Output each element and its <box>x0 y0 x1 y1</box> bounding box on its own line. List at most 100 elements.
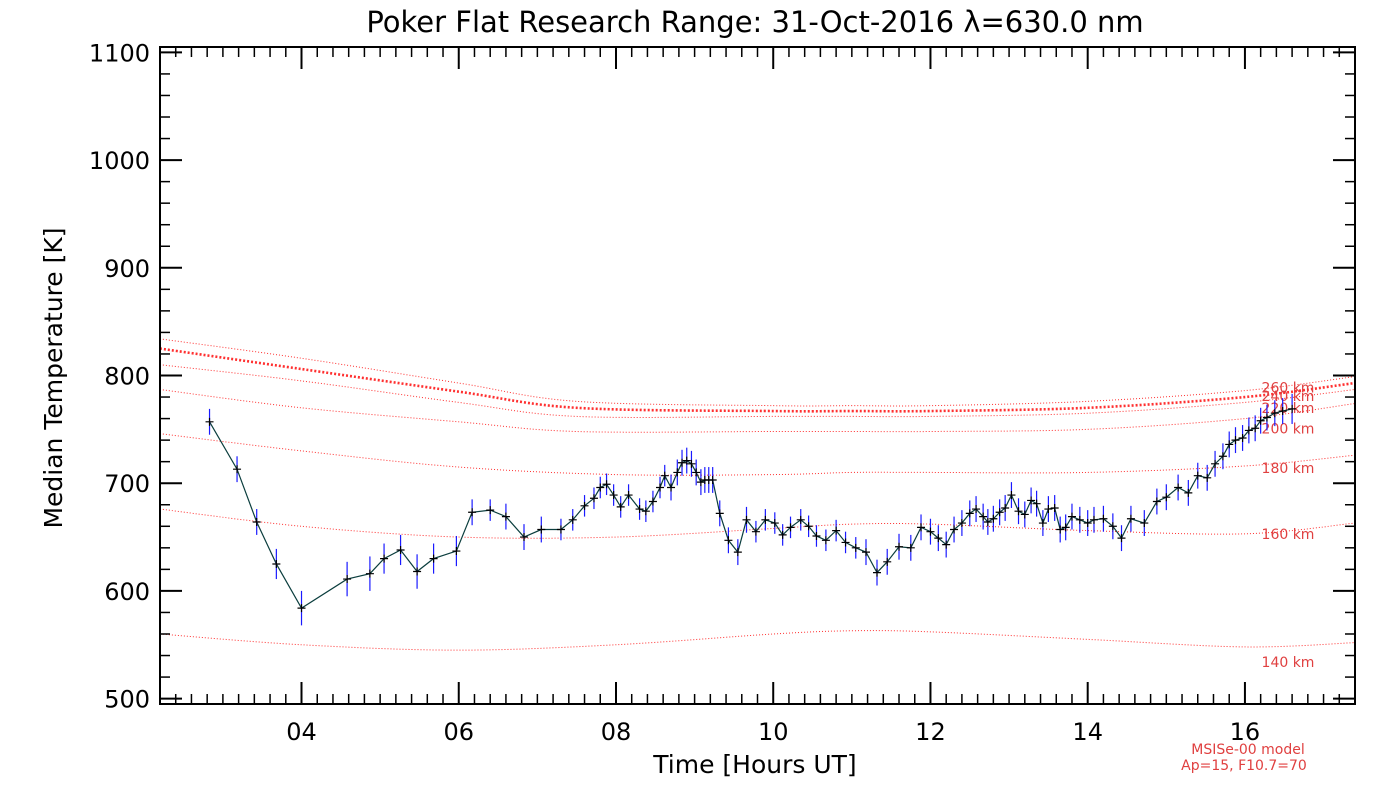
data-point <box>796 515 805 524</box>
data-point <box>596 483 605 492</box>
data-point <box>751 527 760 536</box>
chart-title: Poker Flat Research Range: 31-Oct-2016 λ… <box>366 5 1143 39</box>
data-point <box>252 517 261 526</box>
model-curve-260km <box>159 338 1356 407</box>
y-tick-label: 1000 <box>89 147 150 175</box>
data-point <box>556 525 565 534</box>
data-point <box>1244 426 1253 435</box>
data-point <box>667 483 676 492</box>
y-tick-label: 500 <box>104 686 150 714</box>
data-point <box>778 530 787 539</box>
data-point <box>733 548 742 557</box>
data-point <box>635 505 644 514</box>
model-curve-label: 140 km <box>1262 655 1315 671</box>
data-point <box>1050 503 1059 512</box>
measured-line <box>209 408 1293 609</box>
data-point <box>452 547 461 556</box>
data-point <box>1061 523 1070 532</box>
data-point <box>1027 496 1036 505</box>
data-point <box>950 525 959 534</box>
data-point <box>965 509 974 518</box>
data-point <box>1126 514 1135 523</box>
data-point <box>1067 512 1076 521</box>
x-tick-label: 16 <box>1230 718 1261 746</box>
data-point <box>589 494 598 503</box>
x-tick-label: 12 <box>915 718 946 746</box>
data-point <box>1056 525 1065 534</box>
y-tick-label: 700 <box>104 470 150 498</box>
data-point <box>989 514 998 523</box>
data-point <box>1270 409 1279 418</box>
data-point <box>1256 416 1265 425</box>
data-point <box>468 508 477 517</box>
data-point <box>692 468 701 477</box>
data-point <box>1251 424 1260 433</box>
data-point <box>233 465 242 474</box>
data-point <box>501 512 510 521</box>
model-curve-label: 180 km <box>1262 461 1315 477</box>
data-point <box>272 559 281 568</box>
data-point <box>1262 413 1271 422</box>
model-curve-160km <box>159 508 1356 539</box>
data-point <box>660 471 669 480</box>
data-point <box>1014 507 1023 516</box>
data-point <box>851 543 860 552</box>
data-point <box>883 557 892 566</box>
data-point <box>983 517 992 526</box>
data-point <box>926 527 935 536</box>
plot-axes: 04 06 08 10 12 14 16 500 600 700 800 900 1000 1100 <box>89 39 1356 746</box>
model-curve-label: 200 km <box>1262 421 1315 437</box>
y-axis-label: Median Temperature [K] <box>39 227 68 528</box>
y-tick-label: 1100 <box>89 39 150 67</box>
data-point <box>972 505 981 514</box>
data-point <box>1152 497 1161 506</box>
x-tick-label: 04 <box>286 718 317 746</box>
data-point <box>1020 510 1029 519</box>
data-point <box>804 522 813 531</box>
data-point <box>1099 514 1108 523</box>
data-point <box>673 468 682 477</box>
data-point <box>1211 459 1220 468</box>
data-point <box>687 459 696 468</box>
y-tick-label: 600 <box>104 578 150 606</box>
data-point <box>861 548 870 557</box>
data-point <box>715 509 724 518</box>
model-curve-240km <box>159 347 1356 413</box>
data-point <box>906 543 915 552</box>
data-point <box>1184 488 1193 497</box>
data-point <box>648 497 657 506</box>
data-point <box>979 512 988 521</box>
data-point <box>942 540 951 549</box>
data-point <box>821 536 830 545</box>
data-point <box>205 417 214 426</box>
data-point <box>1001 503 1010 512</box>
data-point <box>568 515 577 524</box>
data-point <box>580 501 589 510</box>
data-point <box>1231 436 1240 445</box>
data-point <box>1075 515 1084 524</box>
data-point <box>761 515 770 524</box>
model-annotation-line2: Ap=15, F10.7=70 <box>1181 758 1307 774</box>
data-point <box>641 507 650 516</box>
model-curve-220km <box>159 364 1356 418</box>
data-point <box>1278 407 1287 416</box>
data-point <box>934 534 943 543</box>
data-point <box>841 538 850 547</box>
data-point <box>1044 505 1053 514</box>
data-point <box>1203 473 1212 482</box>
data-point <box>624 491 633 500</box>
model-annotation-line1: MSISe-00 model <box>1191 742 1305 758</box>
data-point <box>770 519 779 528</box>
data-point <box>1174 483 1183 492</box>
data-point <box>616 502 625 511</box>
data-point <box>786 523 795 532</box>
data-point <box>1108 522 1117 531</box>
data-point <box>1032 499 1041 508</box>
data-point <box>1089 515 1098 524</box>
model-curve-label: 160 km <box>1262 527 1315 543</box>
data-point <box>742 515 751 524</box>
data-point <box>1225 440 1234 449</box>
data-point <box>396 545 405 554</box>
data-point <box>1038 519 1047 528</box>
